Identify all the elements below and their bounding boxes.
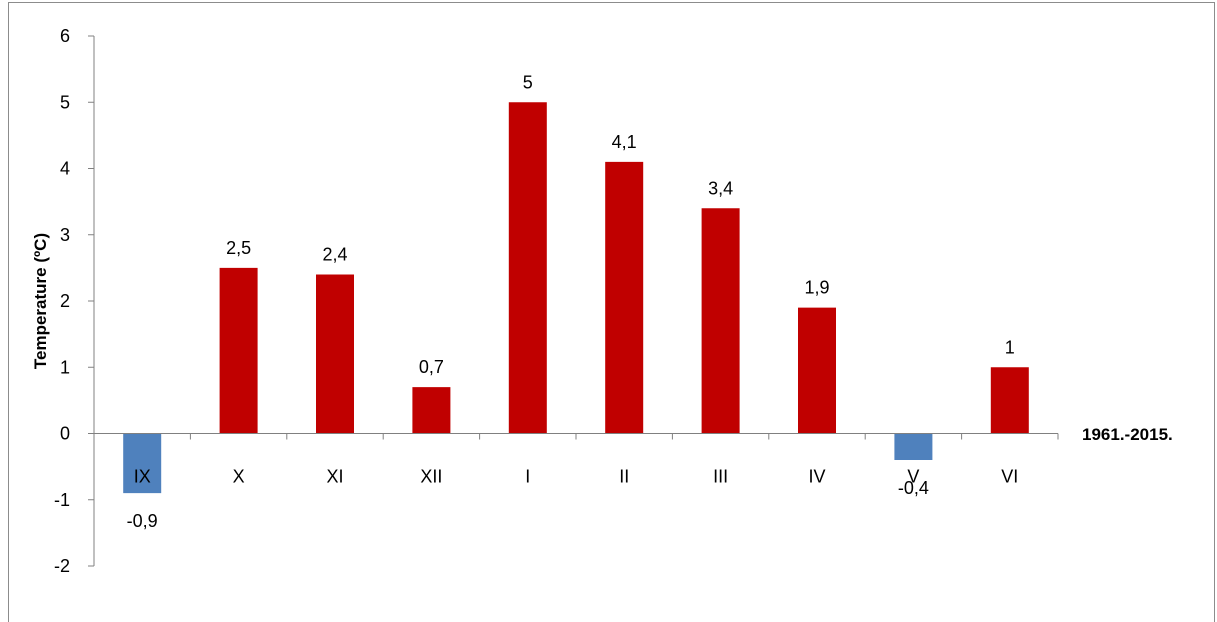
data-label: -0,9 xyxy=(127,511,158,531)
x-tick-label: IV xyxy=(808,467,825,487)
x-tick-label: IX xyxy=(134,467,151,487)
y-tick-label: 3 xyxy=(60,225,70,245)
bar xyxy=(316,274,354,434)
axes-group xyxy=(88,35,1059,567)
bar xyxy=(798,307,836,434)
bar xyxy=(701,208,740,434)
x-tick-label: III xyxy=(713,467,728,487)
y-tick-label: -1 xyxy=(54,490,70,510)
x-tick-label: VI xyxy=(1001,467,1018,487)
data-label: 4,1 xyxy=(612,132,637,152)
y-tick-label: 4 xyxy=(60,159,70,179)
y-tick-label: 5 xyxy=(60,92,70,112)
bar xyxy=(123,433,162,494)
bar xyxy=(990,367,1029,434)
bars-group xyxy=(123,102,1029,494)
data-label: 1,9 xyxy=(804,278,829,298)
y-tick-label: 6 xyxy=(60,26,70,46)
data-label: -0,4 xyxy=(898,478,929,498)
data-label: 1 xyxy=(1005,337,1015,357)
x-tick-label: V xyxy=(907,467,919,487)
x-tick-label: II xyxy=(619,467,629,487)
data-label: 5 xyxy=(523,72,533,92)
data-label: 0,7 xyxy=(419,357,444,377)
y-tick-label: 2 xyxy=(60,291,70,311)
y-tick-label: -2 xyxy=(54,556,70,576)
bar xyxy=(894,433,933,460)
x-axis-title: 1961.-2015. xyxy=(1082,425,1173,444)
y-tick-label: 0 xyxy=(60,424,70,444)
y-tick-label: 1 xyxy=(60,357,70,377)
chart-frame xyxy=(8,2,1215,622)
x-tick-label: X xyxy=(233,467,245,487)
x-tick-label: I xyxy=(525,467,530,487)
data-label: 2,4 xyxy=(322,245,347,265)
x-tick-label: XII xyxy=(420,467,442,487)
bar xyxy=(508,102,547,434)
data-label: 2,5 xyxy=(226,238,251,258)
y-axis-title: Temperature (ºC) xyxy=(31,233,50,369)
bar xyxy=(605,161,644,434)
x-tick-label: XI xyxy=(326,467,343,487)
bar xyxy=(412,387,451,434)
bar xyxy=(219,267,258,434)
data-label: 3,4 xyxy=(708,178,733,198)
